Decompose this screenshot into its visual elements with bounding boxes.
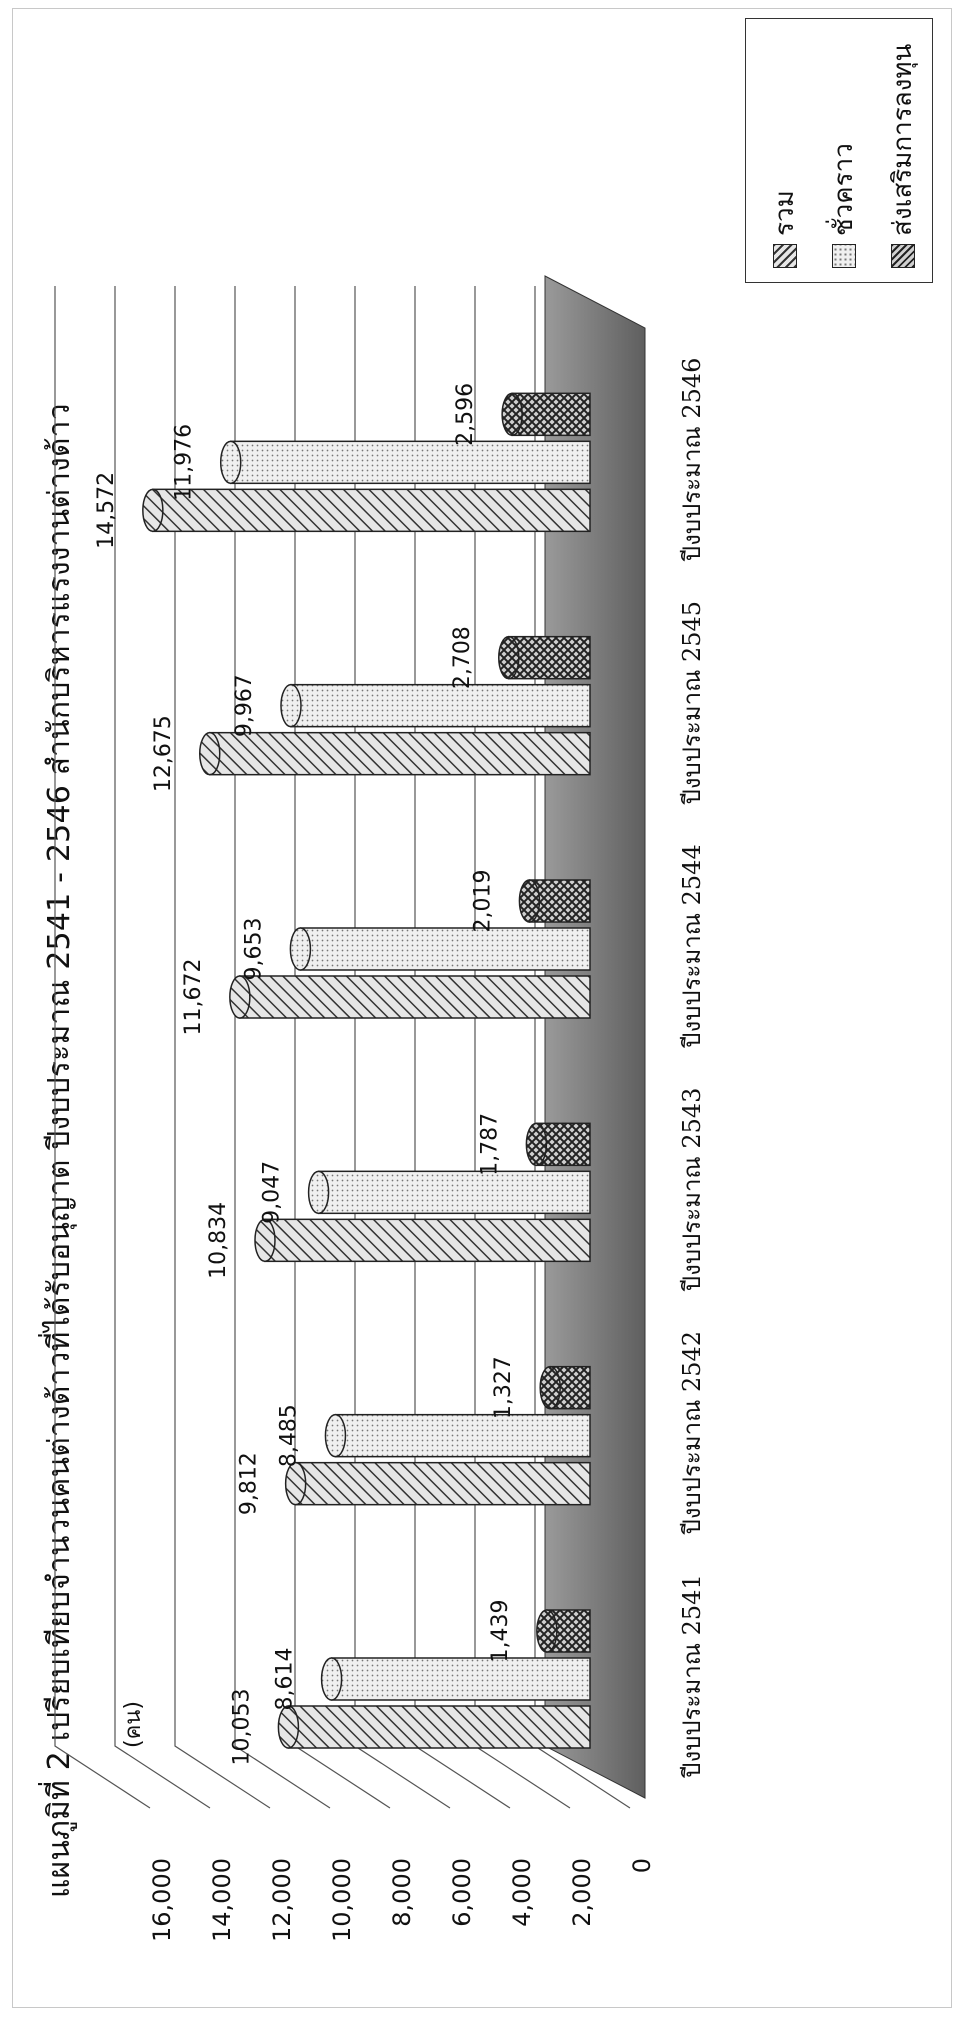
value-label-investment: 1,787 — [477, 1113, 502, 1176]
legend-swatch-temporary — [831, 244, 856, 268]
bar-temporary — [334, 1413, 591, 1458]
value-label-total: 11,672 — [181, 959, 206, 1036]
bar-cap-investment — [536, 1609, 558, 1653]
bar-temporary — [299, 927, 591, 971]
bar-cap-temporary — [307, 1170, 330, 1215]
bar-cap-investment — [518, 879, 541, 923]
y-tick-label: 0 — [628, 1858, 656, 1873]
value-label-total: 12,675 — [151, 715, 176, 792]
bar-temporary — [229, 440, 591, 485]
unit-label: (คน) — [121, 1701, 146, 1748]
bar-temporary — [317, 1170, 591, 1215]
category-label: ปีงบประมาณ 2545 — [678, 601, 706, 806]
bar-cap-total — [199, 731, 221, 776]
bar-cap-total — [229, 975, 251, 1019]
legend-item-temporary: ชั่วคราว — [823, 33, 864, 268]
bar-investment — [511, 392, 591, 437]
category-label: ปีงบประมาณ 2543 — [678, 1088, 706, 1293]
value-label-investment: 2,708 — [450, 626, 475, 689]
gridline — [54, 286, 151, 1809]
gridline — [174, 286, 271, 1809]
legend-item-total: รวม — [764, 33, 805, 268]
legend-label-temporary: ชั่วคราว — [829, 143, 859, 236]
y-tick-label: 14,000 — [208, 1858, 236, 1942]
y-tick-label: 2,000 — [568, 1858, 596, 1927]
legend-swatch-investment — [890, 244, 915, 268]
value-label-total: 14,572 — [94, 472, 119, 549]
bar-cap-temporary — [324, 1413, 347, 1458]
value-label-total: 9,812 — [237, 1452, 262, 1515]
category-label: ปีงบประมาณ 2544 — [678, 844, 706, 1049]
bar-cap-total — [284, 1461, 307, 1506]
bar-temporary — [330, 1657, 591, 1701]
value-label-investment: 2,596 — [453, 383, 478, 446]
bar-cap-temporary — [280, 683, 302, 728]
gridline — [114, 286, 211, 1809]
legend-label-investment: ส่งเสริมการลงทุน — [888, 43, 918, 236]
bar-cap-investment — [498, 635, 520, 680]
chart-legend: รวม ชั่วคราว ส่งเสริมการลงทุน — [745, 18, 933, 283]
value-label-investment: 1,439 — [488, 1600, 513, 1663]
value-label-temporary: 11,976 — [172, 424, 197, 501]
category-label: ปีงบประมาณ 2546 — [678, 358, 706, 563]
bar-cap-investment — [525, 1122, 548, 1167]
legend-item-investment: ส่งเสริมการลงทุน — [882, 33, 923, 268]
bar-cap-total — [277, 1705, 300, 1749]
y-tick-label: 12,000 — [268, 1858, 296, 1942]
value-label-investment: 1,327 — [491, 1356, 516, 1419]
bar-cap-temporary — [219, 440, 242, 485]
bar-investment — [508, 635, 591, 680]
y-tick-label: 4,000 — [508, 1858, 536, 1927]
value-label-temporary: 9,967 — [232, 674, 257, 737]
page-frame — [12, 8, 952, 2008]
value-label-total: 10,834 — [206, 1202, 231, 1279]
value-label-temporary: 9,047 — [260, 1161, 285, 1224]
value-label-temporary: 8,614 — [273, 1648, 298, 1711]
bar-cap-investment — [539, 1365, 561, 1410]
bar-total — [264, 1218, 591, 1263]
bar-cap-temporary — [289, 927, 312, 971]
category-label: ปีงบประมาณ 2541 — [678, 1574, 706, 1779]
bar-cap-total — [254, 1218, 276, 1263]
y-tick-label: 6,000 — [448, 1858, 476, 1927]
bar-total — [287, 1705, 591, 1749]
category-label: ปีงบประมาณ 2542 — [678, 1331, 706, 1536]
bar-total — [152, 488, 591, 533]
bar-total — [209, 731, 591, 776]
bar-total — [294, 1461, 591, 1506]
value-label-temporary: 8,485 — [276, 1404, 301, 1467]
y-tick-label: 16,000 — [148, 1858, 176, 1942]
bar-temporary — [290, 683, 591, 728]
value-label-investment: 2,019 — [470, 870, 495, 933]
value-label-temporary: 9,653 — [241, 918, 266, 981]
bar-cap-temporary — [320, 1657, 343, 1701]
legend-label-total: รวม — [770, 190, 800, 236]
bar-total — [239, 975, 591, 1019]
bar-cap-total — [142, 488, 164, 533]
bar-cap-investment — [501, 392, 523, 437]
value-label-total: 10,053 — [229, 1689, 254, 1766]
legend-swatch-total — [772, 244, 797, 268]
y-tick-label: 8,000 — [388, 1858, 416, 1927]
y-tick-label: 10,000 — [328, 1858, 356, 1942]
